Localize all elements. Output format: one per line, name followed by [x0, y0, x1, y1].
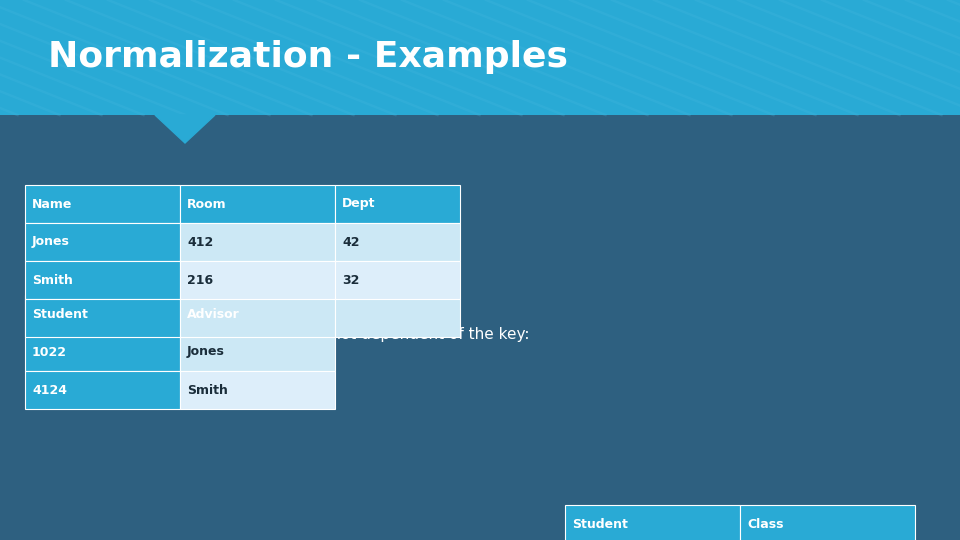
Text: Student: Student	[572, 517, 628, 530]
Bar	[180, 223, 335, 261]
Bar	[0, 0, 960, 115]
Bar	[740, 505, 915, 540]
Text: Class: Class	[747, 517, 783, 530]
Bar	[180, 261, 335, 299]
Text: Normalization - Examples: Normalization - Examples	[48, 40, 568, 74]
Text: Jones: Jones	[187, 346, 225, 359]
Text: 216: 216	[187, 273, 213, 287]
Text: Name: Name	[32, 198, 72, 211]
Bar	[25, 185, 180, 223]
Text: 4124: 4124	[32, 383, 67, 396]
Polygon shape	[155, 115, 215, 143]
Text: 32: 32	[342, 273, 359, 287]
Text: Third Normal Form – Eliminate data not dependent of the key:: Third Normal Form – Eliminate data not d…	[55, 327, 530, 342]
Bar	[335, 223, 460, 261]
Bar	[335, 185, 460, 223]
Text: Jones: Jones	[32, 235, 70, 248]
Bar	[25, 295, 180, 333]
Text: Smith: Smith	[187, 383, 228, 396]
Bar	[335, 261, 460, 299]
Bar	[25, 371, 180, 409]
Bar	[25, 223, 180, 261]
Bar	[180, 185, 335, 223]
Bar	[25, 299, 180, 337]
Bar	[565, 505, 740, 540]
Text: 412: 412	[187, 235, 213, 248]
Text: Room: Room	[187, 198, 227, 211]
Text: 1022: 1022	[32, 346, 67, 359]
Text: Smith: Smith	[32, 273, 73, 287]
Bar	[335, 299, 460, 337]
Bar	[180, 371, 335, 409]
Text: 42: 42	[342, 235, 359, 248]
Bar	[180, 333, 335, 371]
Text: Dept: Dept	[342, 198, 375, 211]
Text: ➜: ➜	[38, 326, 52, 344]
Bar	[180, 295, 335, 333]
Bar	[180, 299, 335, 337]
Bar	[25, 261, 180, 299]
Bar	[25, 333, 180, 371]
Text: Advisor: Advisor	[187, 307, 240, 321]
Text: Student: Student	[32, 307, 88, 321]
